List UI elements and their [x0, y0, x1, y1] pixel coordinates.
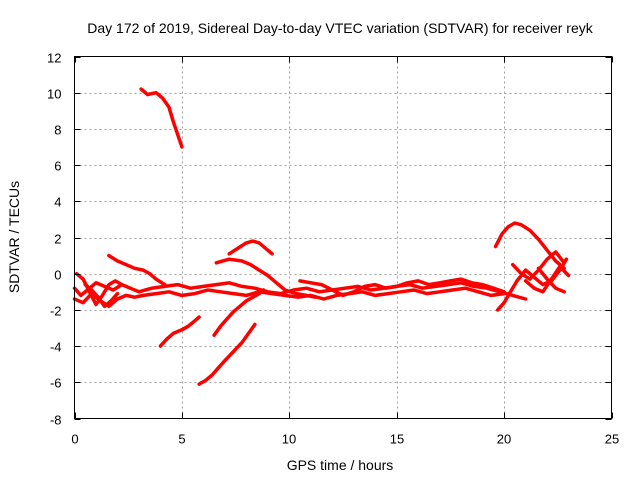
axis-tick-labels: 0 5 10 15 20 25 -8 -6 -4 -2 0 2 4 6 8 10 12 — [47, 51, 619, 447]
series-line-arc-11 — [83, 282, 120, 309]
y-tick-label: 6 — [54, 159, 61, 174]
series-line-arc-17 — [536, 266, 566, 294]
y-axis-label: SDTVAR / TECUs — [6, 181, 22, 293]
y-tick-label: 10 — [47, 87, 61, 102]
series-line-arc-5 — [214, 257, 317, 299]
x-tick-label: 25 — [605, 432, 619, 447]
y-tick-label: 2 — [54, 232, 61, 247]
y-tick-label: -6 — [50, 376, 62, 391]
series-line-arc-9 — [72, 286, 506, 309]
series-line-arc-7 — [107, 253, 167, 287]
data-series — [72, 87, 571, 386]
series-line-arc-3 — [197, 322, 257, 386]
series-line-arc-4 — [212, 288, 266, 337]
x-tick-label: 20 — [497, 432, 511, 447]
y-tick-label: 12 — [47, 51, 61, 66]
y-tick-label: -8 — [50, 413, 62, 428]
y-tick-label: -2 — [50, 304, 62, 319]
series-line-arc-2 — [158, 315, 201, 348]
x-tick-label: 15 — [390, 432, 404, 447]
y-tick-label: 4 — [54, 195, 61, 210]
series-line-arc-6 — [227, 239, 274, 256]
series-line-arc-16 — [523, 264, 571, 294]
plot-frame — [74, 56, 612, 419]
y-tick-label: 0 — [54, 268, 61, 283]
y-tick-label: -4 — [50, 340, 62, 355]
series-line-arc-1 — [139, 87, 184, 149]
series-line-arc-12 — [298, 277, 506, 298]
x-tick-label: 10 — [282, 432, 296, 447]
y-tick-label: 8 — [54, 123, 61, 138]
grid-lines — [74, 56, 612, 419]
axis-ticks — [74, 56, 613, 420]
chart-title: Day 172 of 2019, Sidereal Day-to-day VTE… — [87, 20, 593, 36]
x-axis-label: GPS time / hours — [287, 457, 394, 473]
x-tick-label: 0 — [71, 432, 78, 447]
x-tick-label: 5 — [178, 432, 185, 447]
